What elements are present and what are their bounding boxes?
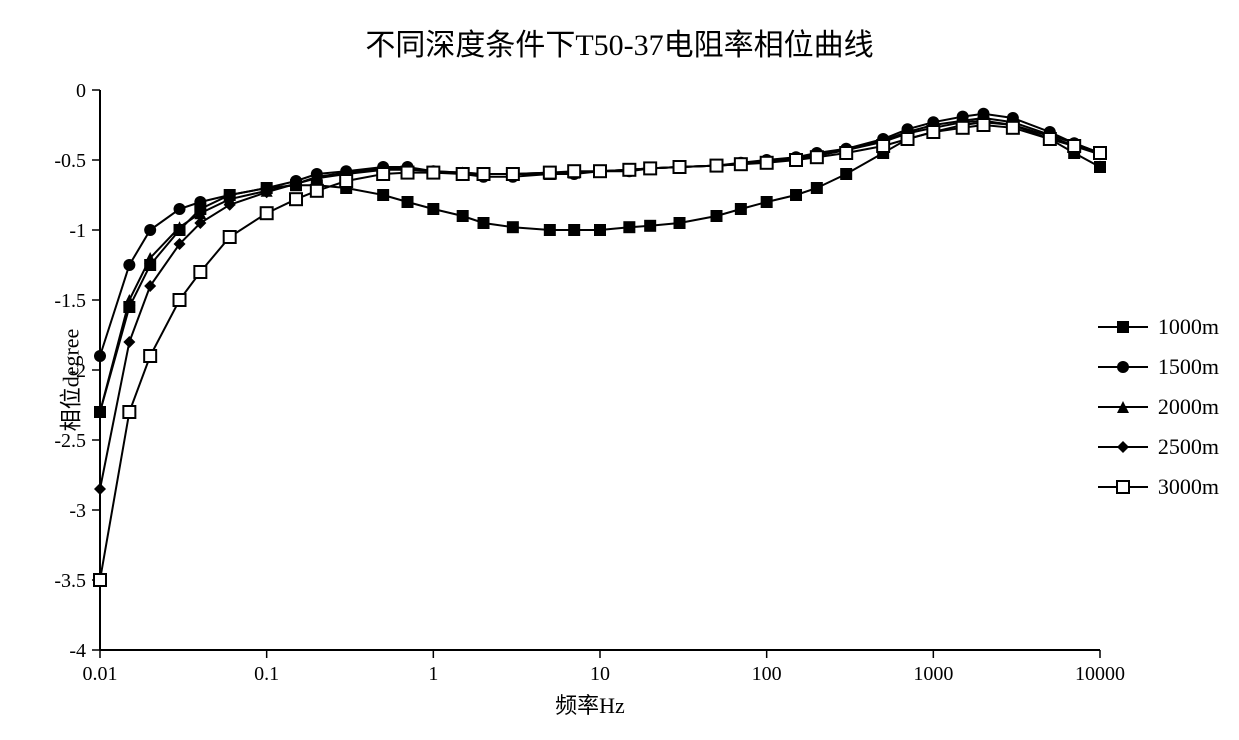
legend-item: 2500m <box>1098 434 1219 460</box>
x-tick-label: 10 <box>590 663 610 685</box>
x-tick-label: 100 <box>752 663 782 685</box>
legend-item: 2000m <box>1098 394 1219 420</box>
y-tick-label: 0 <box>76 80 86 102</box>
x-tick-label: 0.1 <box>254 663 279 685</box>
legend-item: 3000m <box>1098 474 1219 500</box>
legend-label: 2000m <box>1158 394 1219 420</box>
y-tick-label: -2 <box>69 360 86 382</box>
legend-label: 2500m <box>1158 434 1219 460</box>
series-1000m <box>94 116 1106 418</box>
y-tick-label: -4 <box>69 640 86 662</box>
legend-item: 1500m <box>1098 354 1219 380</box>
series-2000m <box>94 112 1106 418</box>
y-tick-label: -0.5 <box>54 150 86 172</box>
x-tick-label: 0.01 <box>83 663 118 685</box>
chart-container: 不同深度条件下T50-37电阻率相位曲线 相位degree 频率Hz -4-3.… <box>0 0 1239 740</box>
series-3000m <box>94 119 1106 586</box>
y-tick-label: -2.5 <box>54 430 86 452</box>
x-tick-label: 1 <box>428 663 438 685</box>
x-tick-label: 1000 <box>913 663 953 685</box>
y-tick-label: -3.5 <box>54 570 86 592</box>
y-tick-label: -1 <box>69 220 86 242</box>
legend-label: 1000m <box>1158 314 1219 340</box>
legend: 1000m 1500m 2000m 2500m 3000m <box>1098 300 1219 514</box>
legend-label: 3000m <box>1158 474 1219 500</box>
legend-item: 1000m <box>1098 314 1219 340</box>
y-tick-label: -3 <box>69 500 86 522</box>
y-tick-label: -1.5 <box>54 290 86 312</box>
x-tick-label: 10000 <box>1075 663 1125 685</box>
line-chart: -4 -3.5 -3 -2.5 -2 -1.5 -1 -0.5 0 0.01 0.1 1 10 100 10… <box>0 0 1239 740</box>
legend-label: 1500m <box>1158 354 1219 380</box>
